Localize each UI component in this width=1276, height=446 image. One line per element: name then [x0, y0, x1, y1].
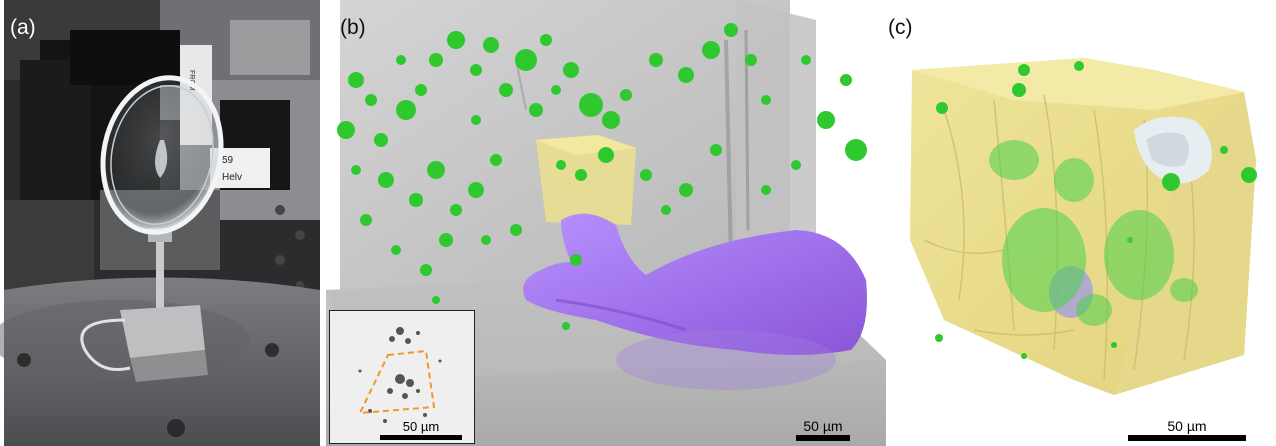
- sample-mount-photo: FROM 59 Helv: [0, 0, 320, 446]
- panel-b-label: (b): [340, 16, 366, 39]
- panel-c-scale-line: [1128, 435, 1246, 441]
- panel-b-scale-bar: 50 µm: [796, 418, 850, 441]
- photo-label-2: 59: [222, 155, 234, 166]
- zoom-render-svg: [910, 58, 1257, 395]
- inset-scale-line: [380, 435, 462, 440]
- photo-label-3: Helv: [222, 172, 242, 183]
- panel-c-scale-label: 50 µm: [1167, 418, 1207, 434]
- panel-b-scale-label: 50 µm: [803, 418, 843, 434]
- panel-a-photo: FROM 59 Helv (a): [0, 0, 320, 446]
- panel-b-volume-render: (b) 50 µm: [326, 0, 886, 446]
- panel-c-label: (c): [888, 16, 913, 39]
- panel-c-scale-bar: 50 µm: [1128, 418, 1246, 441]
- inset-scale-bar: 50 µm: [380, 419, 462, 440]
- panel-b-scale-line: [796, 435, 850, 441]
- photo-label-1: FROM: [188, 70, 195, 91]
- panel-b-inset: 50 µm: [329, 310, 475, 444]
- green-particles: [337, 23, 867, 330]
- inset-scale-label: 50 µm: [402, 419, 440, 434]
- volume-render-svg: [326, 0, 886, 446]
- inset-slice-image: [330, 311, 474, 443]
- panel-c-zoom-render: (c) 50 µm: [884, 0, 1276, 446]
- panel-a-label: (a): [10, 16, 36, 39]
